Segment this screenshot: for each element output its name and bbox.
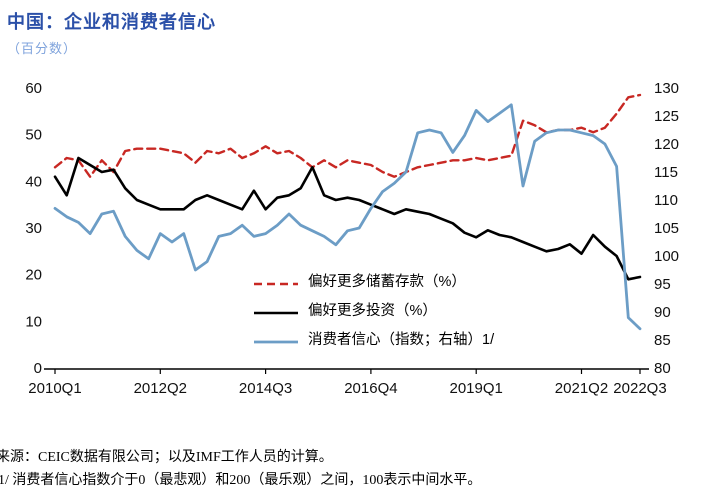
svg-text:110: 110 <box>654 192 678 209</box>
chart-title: 中国：企业和消费者信心 <box>7 12 216 32</box>
legend-label-investment: 偏好更多投资（%） <box>308 303 437 319</box>
svg-text:2014Q3: 2014Q3 <box>239 380 292 397</box>
svg-text:50: 50 <box>25 127 42 144</box>
svg-text:10: 10 <box>25 313 42 330</box>
svg-text:100: 100 <box>654 248 679 265</box>
legend-item-confidence: 消费者信心（指数；右轴）1/ <box>253 324 494 353</box>
black-solid-line-icon <box>253 305 299 315</box>
svg-text:2022Q3: 2022Q3 <box>613 380 666 397</box>
svg-text:115: 115 <box>654 164 678 181</box>
svg-text:30: 30 <box>25 220 42 237</box>
svg-text:85: 85 <box>654 332 671 349</box>
svg-text:95: 95 <box>654 276 671 293</box>
svg-text:20: 20 <box>25 267 42 284</box>
legend-item-savings: 偏好更多储蓄存款（%） <box>253 266 494 295</box>
svg-text:120: 120 <box>654 136 679 153</box>
svg-text:60: 60 <box>25 80 42 97</box>
legend-label-savings: 偏好更多储蓄存款（%） <box>308 274 466 290</box>
svg-text:2019Q1: 2019Q1 <box>450 380 503 397</box>
svg-text:2021Q2: 2021Q2 <box>555 380 608 397</box>
legend-label-confidence: 消费者信心（指数；右轴）1/ <box>308 332 495 348</box>
footnote: 1/ 消费者信心指数介于0（最悲观）和200（最乐观）之间，100表示中间水平。 <box>0 473 482 488</box>
svg-text:2012Q2: 2012Q2 <box>134 380 187 397</box>
line-chart-svg: 0 10 20 30 40 50 60 80 85 90 95 100 105 110 115 120 125 1… <box>25 80 679 397</box>
svg-text:105: 105 <box>654 220 679 237</box>
svg-text:0: 0 <box>34 360 42 377</box>
svg-text:90: 90 <box>654 304 671 321</box>
svg-text:2016Q4: 2016Q4 <box>344 380 397 397</box>
svg-text:80: 80 <box>654 360 671 377</box>
chart-legend: 偏好更多储蓄存款（%） 偏好更多投资（%） 消费者信心（指数；右轴）1/ <box>253 266 494 353</box>
red-dashed-line-icon <box>253 276 299 286</box>
source-note: 来源：CEIC数据有限公司；以及IMF工作人员的计算。 <box>0 450 333 465</box>
chart-subtitle: （百分数） <box>7 41 78 56</box>
svg-text:2010Q1: 2010Q1 <box>28 380 81 397</box>
legend-item-investment: 偏好更多投资（%） <box>253 295 494 324</box>
svg-text:130: 130 <box>654 80 679 97</box>
svg-text:125: 125 <box>654 108 679 125</box>
blue-solid-line-icon <box>253 334 299 344</box>
svg-text:40: 40 <box>25 173 42 190</box>
